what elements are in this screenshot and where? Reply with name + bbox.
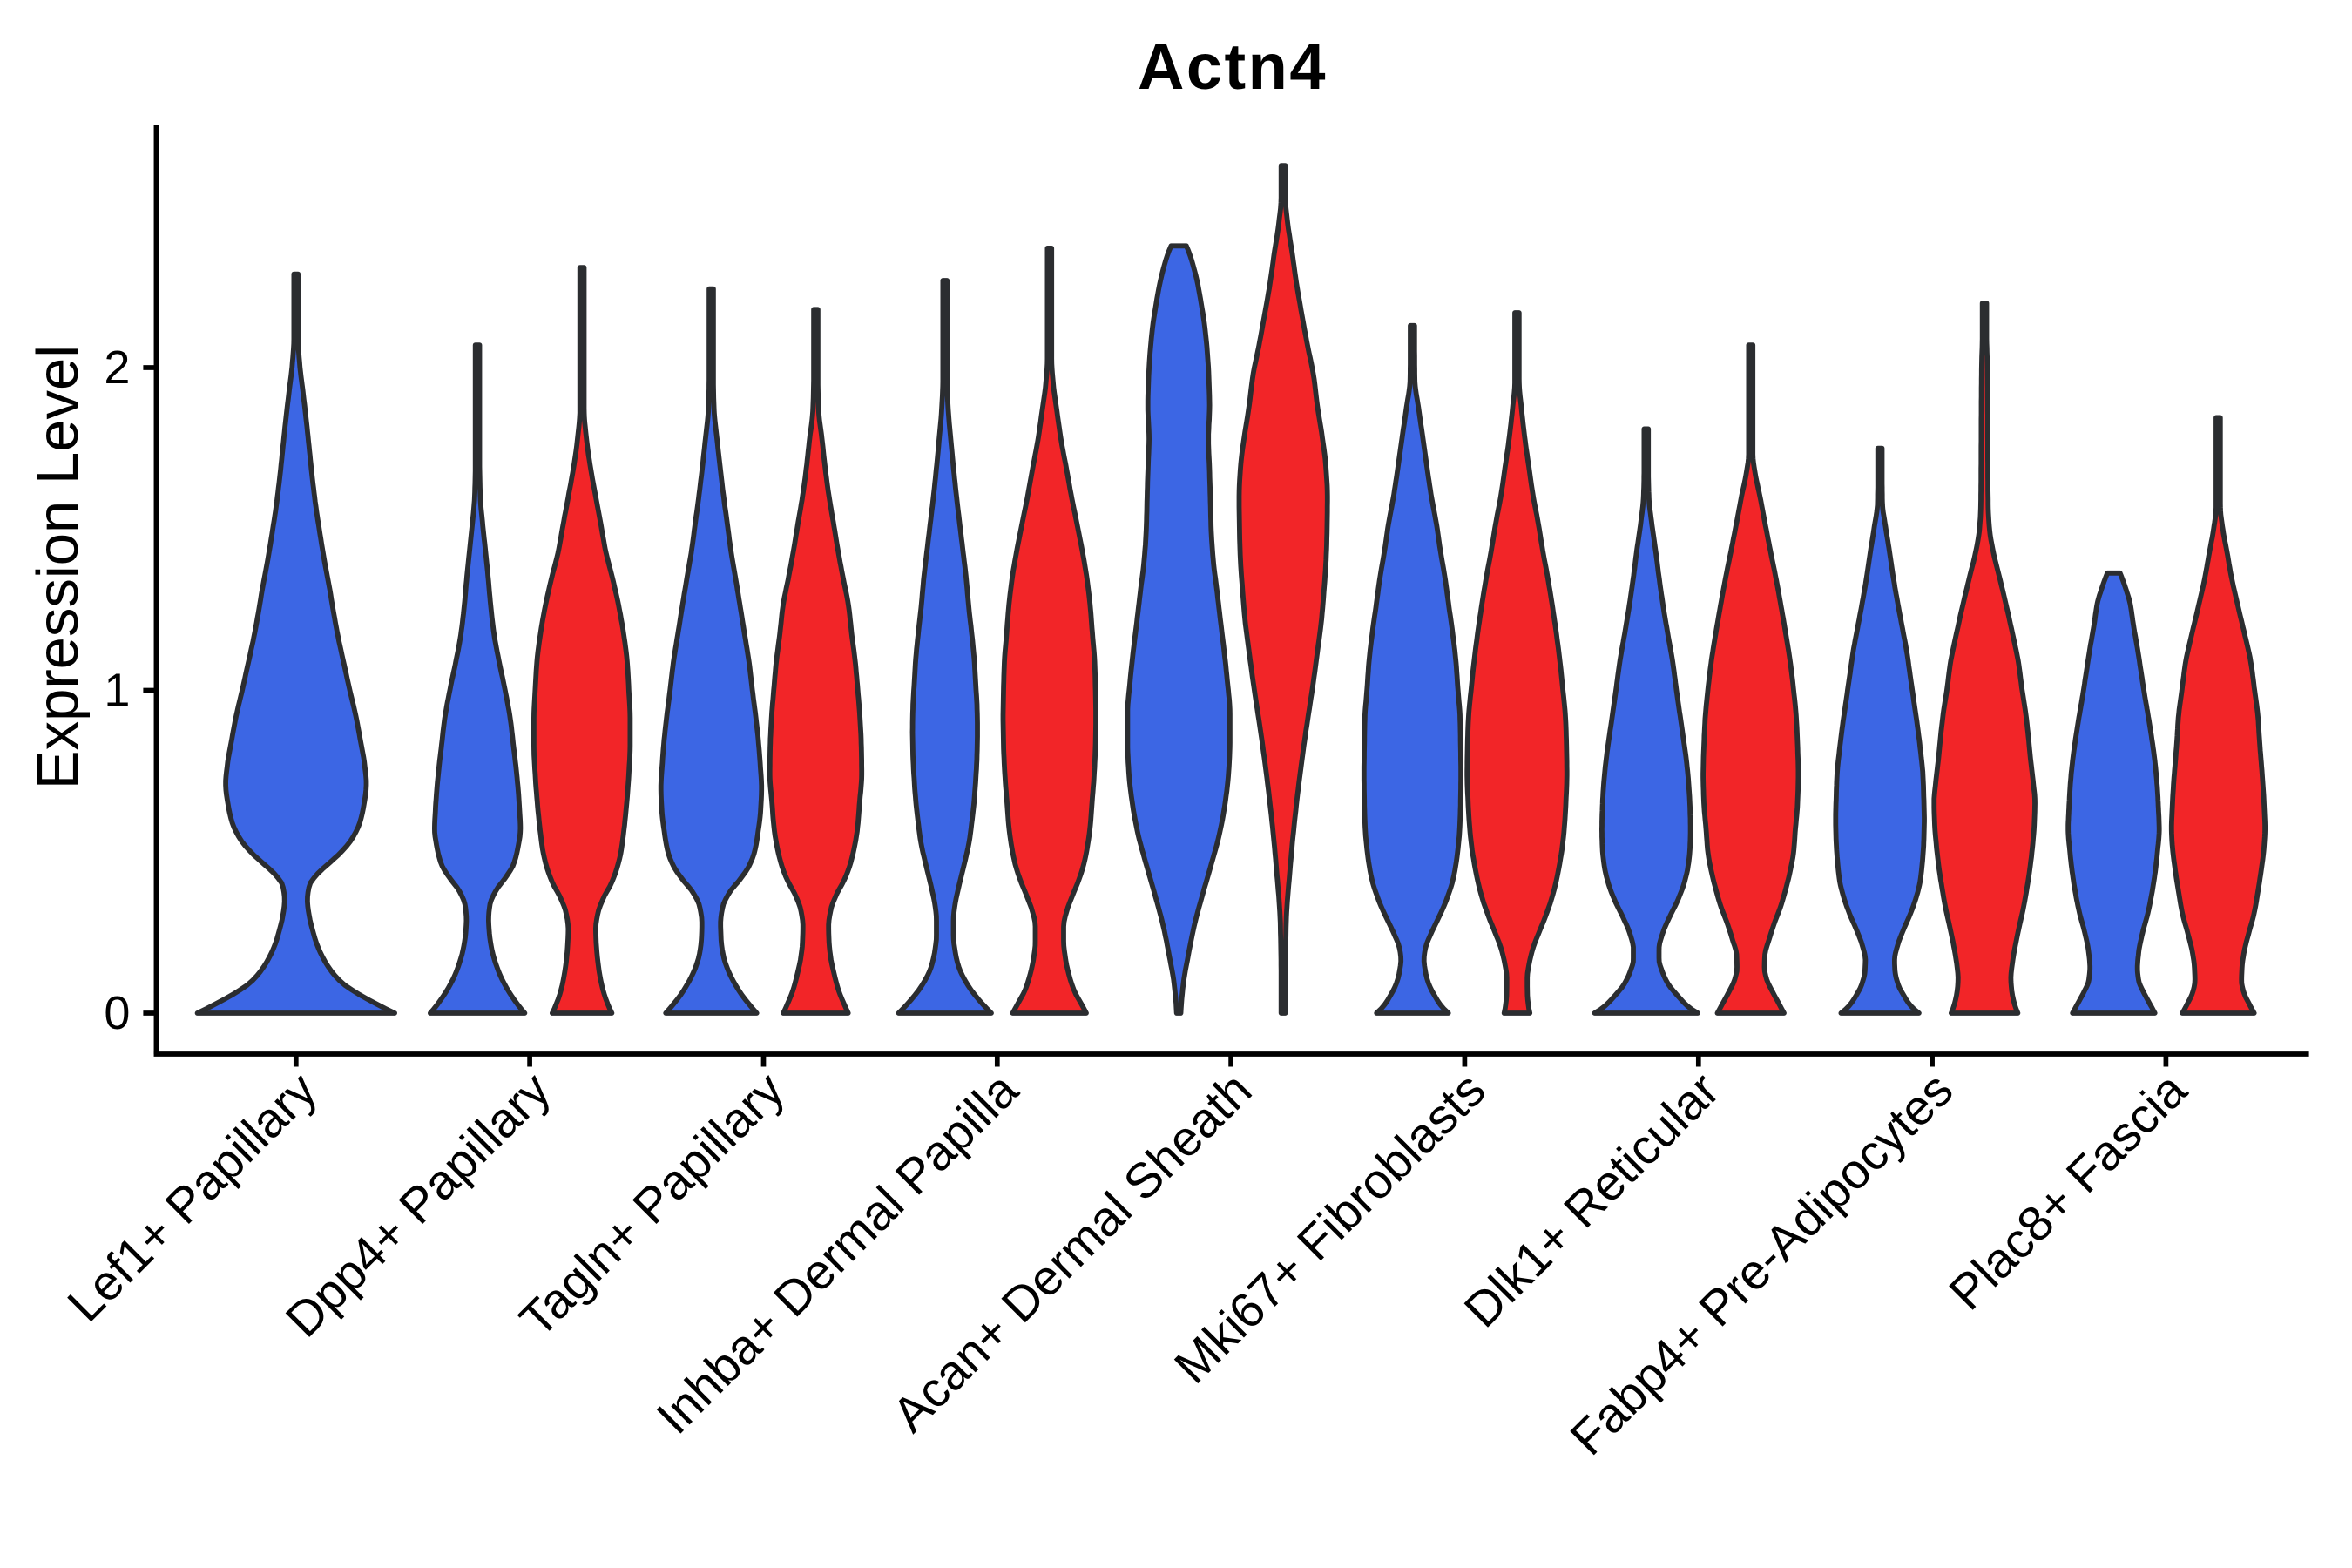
svg-text:1: 1 [104, 665, 130, 717]
svg-text:2: 2 [104, 341, 130, 394]
svg-text:Actn4: Actn4 [1138, 30, 1328, 103]
svg-text:Expression Level: Expression Level [25, 345, 91, 789]
svg-text:0: 0 [104, 987, 130, 1039]
